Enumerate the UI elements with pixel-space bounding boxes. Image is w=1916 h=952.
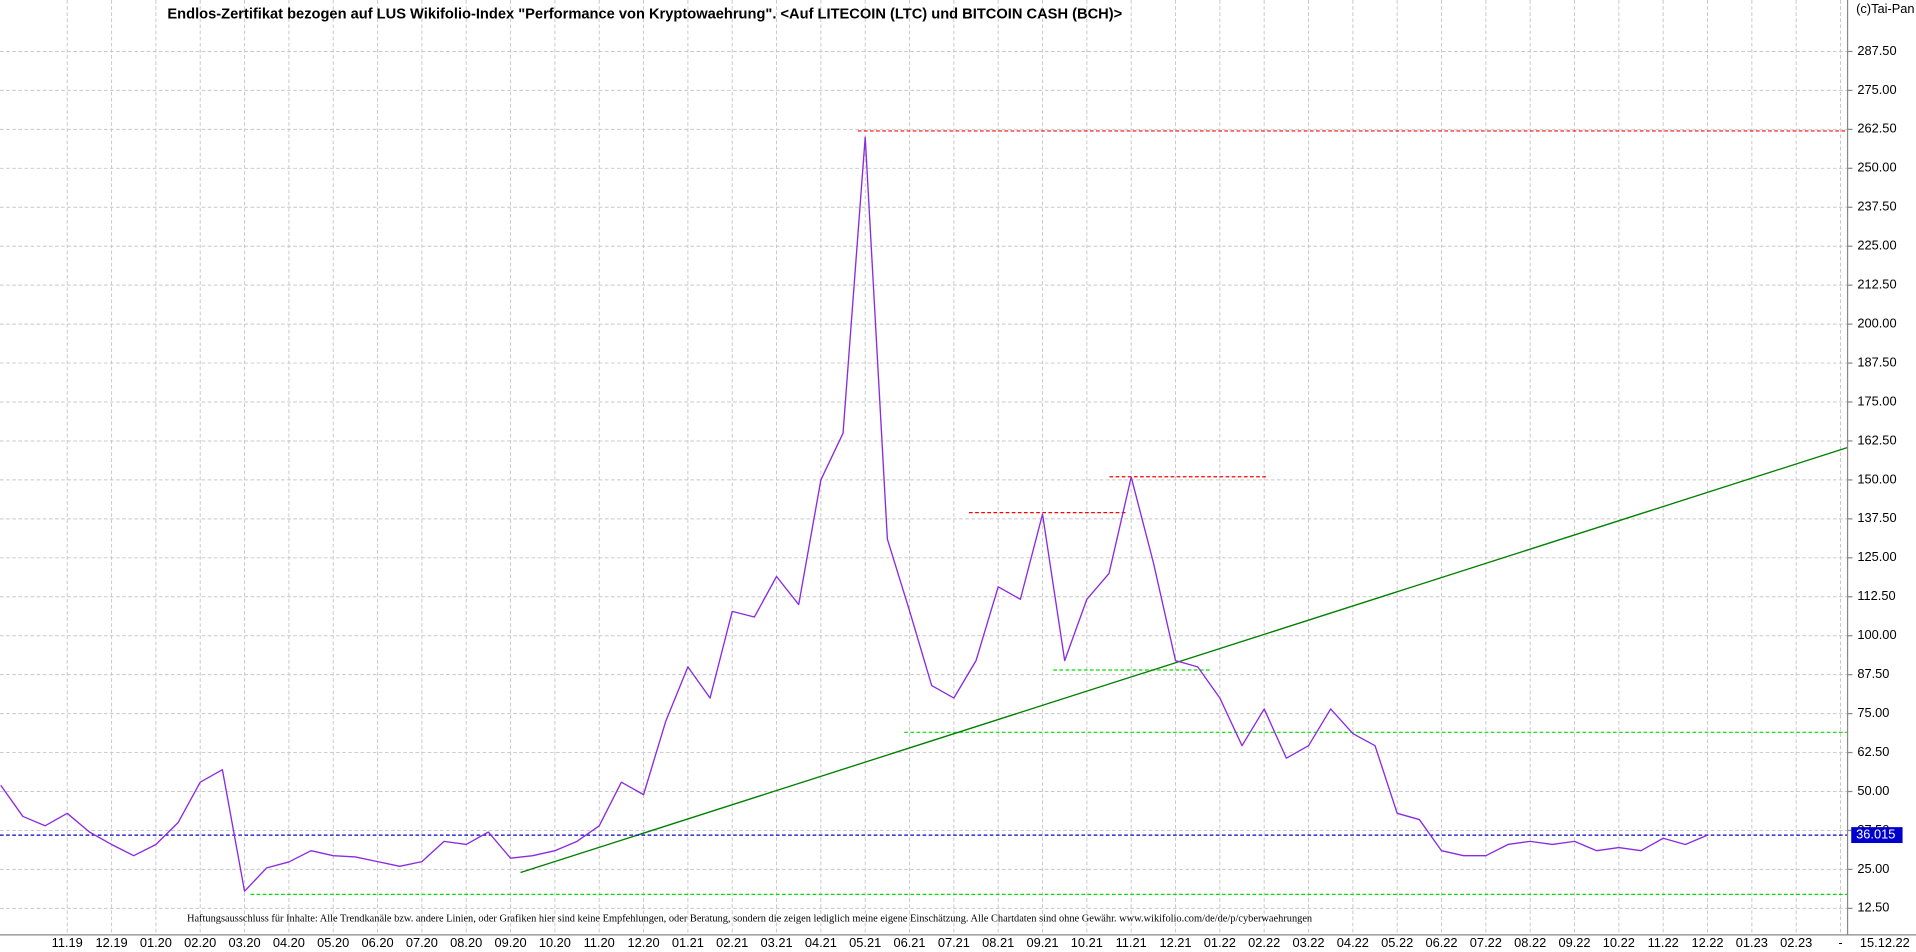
- y-tick-label: 125.00: [1857, 549, 1896, 564]
- y-tick-label: 150.00: [1857, 471, 1896, 486]
- y-tick-label: 87.50: [1857, 666, 1889, 681]
- x-tick-label: 03.21: [760, 935, 792, 950]
- x-tick-label: 09.20: [494, 935, 526, 950]
- y-tick-label: 50.00: [1857, 783, 1889, 798]
- y-tick-label: 225.00: [1857, 238, 1896, 253]
- x-tick-label: 12.19: [96, 935, 128, 950]
- x-tick-label: 10.22: [1603, 935, 1635, 950]
- y-tick-label: 262.50: [1857, 121, 1896, 136]
- x-tick-label: 10.21: [1071, 935, 1103, 950]
- x-tick-label: 01.21: [672, 935, 704, 950]
- x-tick-label: 04.21: [805, 935, 837, 950]
- y-tick-label: 62.50: [1857, 744, 1889, 759]
- x-tick-label: 11.21: [1116, 935, 1147, 950]
- x-tick-label: 10.20: [539, 935, 571, 950]
- y-tick-label: 112.50: [1857, 588, 1895, 603]
- x-tick-label: 07.22: [1470, 935, 1502, 950]
- x-tick-label: 06.22: [1425, 935, 1457, 950]
- x-tick-label: 11.19: [52, 935, 83, 950]
- x-tick-label: 01.22: [1204, 935, 1236, 950]
- x-tick-label: 08.20: [450, 935, 482, 950]
- copyright: (c)Tai-Pan: [1856, 1, 1914, 16]
- current-price-box: [1851, 827, 1903, 844]
- x-tick-label: 03.20: [229, 935, 261, 950]
- y-tick-label: 162.50: [1857, 432, 1896, 447]
- y-tick-label: 137.50: [1857, 510, 1896, 525]
- x-tick-label: 04.22: [1337, 935, 1369, 950]
- x-tick-label: 02.22: [1248, 935, 1280, 950]
- x-tick-label: 12.21: [1159, 935, 1191, 950]
- x-tick-label: 11.20: [584, 935, 615, 950]
- x-tick-label: 11.22: [1648, 935, 1679, 950]
- y-tick-label: 12.50: [1857, 900, 1889, 915]
- x-tick-label: -: [1838, 935, 1842, 950]
- y-tick-label: 200.00: [1857, 316, 1896, 331]
- x-tick-label: 07.21: [938, 935, 970, 950]
- x-tick-label: 07.20: [406, 935, 438, 950]
- x-tick-label: 12.20: [627, 935, 659, 950]
- x-tick-label: 05.20: [317, 935, 349, 950]
- x-tick-label: 03.22: [1292, 935, 1324, 950]
- y-tick-label: 100.00: [1857, 627, 1896, 642]
- chart-title: Endlos-Zertifikat bezogen auf LUS Wikifo…: [167, 7, 1122, 23]
- x-tick-label: 02.21: [716, 935, 748, 950]
- grid: [0, 0, 1853, 935]
- y-tick-label: 237.50: [1857, 199, 1896, 214]
- x-tick-label: 08.21: [982, 935, 1014, 950]
- y-tick-label: 75.00: [1857, 705, 1889, 720]
- x-tick-label: 02.20: [184, 935, 216, 950]
- current-price-label: 36.015: [1856, 826, 1895, 841]
- x-tick-label: 06.21: [893, 935, 925, 950]
- y-tick-label: 287.50: [1857, 43, 1896, 58]
- x-tick-label: 15.12.22: [1860, 935, 1910, 950]
- x-tick-label: 05.21: [849, 935, 881, 950]
- y-tick-label: 212.50: [1857, 277, 1896, 292]
- x-tick-label: 04.20: [273, 935, 305, 950]
- x-tick-label: 05.22: [1381, 935, 1413, 950]
- price-line: [0, 136, 1708, 892]
- x-tick-label: 12.22: [1691, 935, 1723, 950]
- x-tick-label: 01.20: [140, 935, 172, 950]
- trendline: [520, 446, 1848, 874]
- x-tick-label: 09.21: [1026, 935, 1058, 950]
- y-tick-label: 25.00: [1857, 861, 1889, 876]
- marks: [0, 130, 1848, 895]
- disclaimer: Haftungsausschluss für Inhalte: Alle Tre…: [187, 913, 1313, 924]
- y-tick-label: 250.00: [1857, 160, 1896, 175]
- y-tick-label: 175.00: [1857, 393, 1896, 408]
- x-tick-label: 08.22: [1514, 935, 1546, 950]
- x-tick-label: 09.22: [1558, 935, 1590, 950]
- x-tick-label: 02.23: [1780, 935, 1812, 950]
- y-tick-label: 187.50: [1857, 354, 1896, 369]
- x-tick-label: 01.23: [1736, 935, 1768, 950]
- y-tick-label: 275.00: [1857, 82, 1896, 97]
- x-tick-label: 06.20: [362, 935, 394, 950]
